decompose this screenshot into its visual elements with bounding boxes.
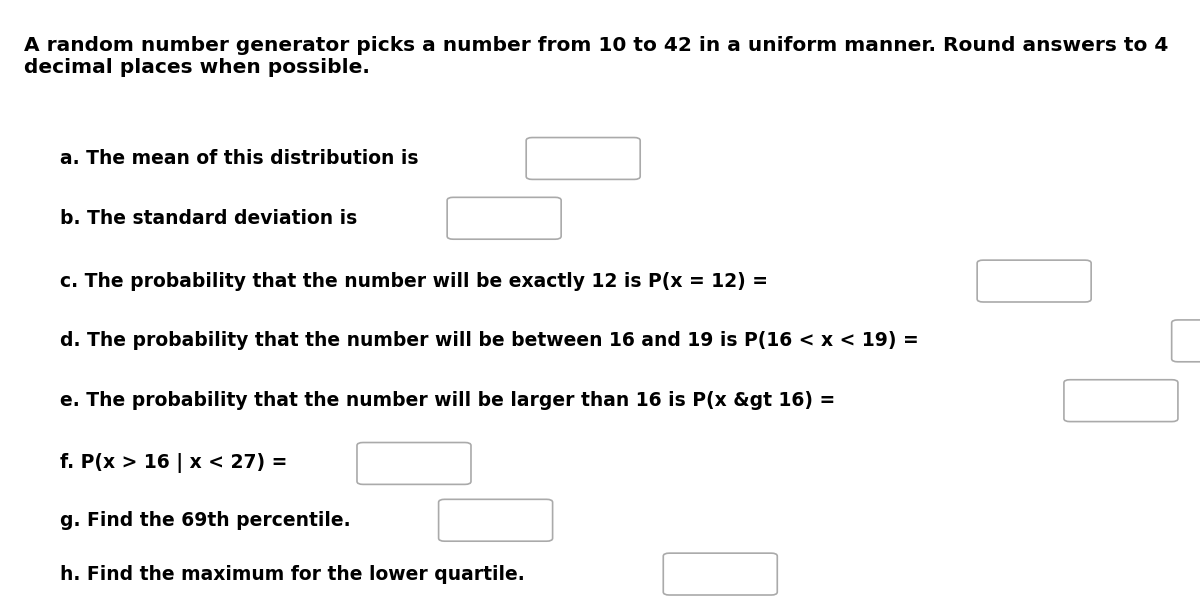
Text: b. The standard deviation is: b. The standard deviation is [60,209,358,228]
FancyBboxPatch shape [1064,380,1178,422]
Text: A random number generator picks a number from 10 to 42 in a uniform manner. Roun: A random number generator picks a number… [24,36,1169,77]
FancyBboxPatch shape [448,197,562,239]
FancyBboxPatch shape [664,553,778,595]
Text: h. Find the maximum for the lower quartile.: h. Find the maximum for the lower quarti… [60,565,524,584]
Text: c. The probability that the number will be exactly 12 is P(x = 12) =: c. The probability that the number will … [60,271,768,291]
Text: a. The mean of this distribution is: a. The mean of this distribution is [60,149,419,168]
Text: g. Find the 69th percentile.: g. Find the 69th percentile. [60,511,350,530]
Text: d. The probability that the number will be between 16 and 19 is P(16 < x < 19) =: d. The probability that the number will … [60,331,919,350]
FancyBboxPatch shape [526,138,640,179]
FancyBboxPatch shape [439,499,553,541]
Text: f. P(x > 16 | x < 27) =: f. P(x > 16 | x < 27) = [60,453,287,474]
FancyBboxPatch shape [1171,320,1200,362]
FancyBboxPatch shape [356,443,470,484]
FancyBboxPatch shape [977,260,1091,302]
Text: e. The probability that the number will be larger than 16 is P(x &gt 16) =: e. The probability that the number will … [60,391,835,410]
